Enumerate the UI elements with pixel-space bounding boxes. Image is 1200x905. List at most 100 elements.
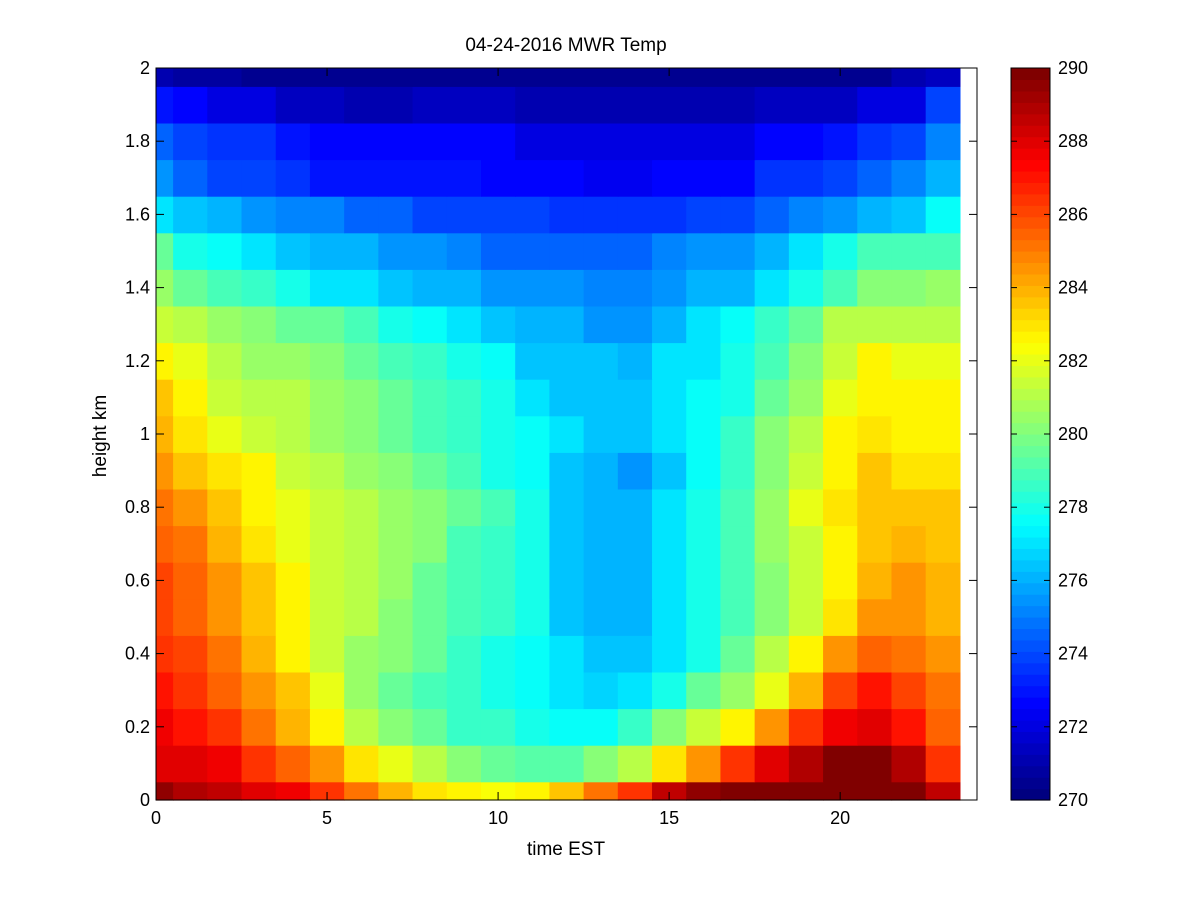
heatmap-cell [446,415,482,453]
heatmap-cell [173,452,208,490]
heatmap-cell [173,598,208,636]
heatmap-cell [309,305,345,344]
colorbar-tick-label: 276 [1058,570,1088,590]
heatmap-cell [686,525,722,563]
heatmap-cell [925,452,961,490]
heatmap-cell [617,86,653,124]
chart-title: 04-24-2016 MWR Temp [465,35,666,56]
heatmap-cell [754,342,790,380]
heatmap-cell [480,232,516,270]
heatmap-cell [344,305,379,344]
heatmap-cell [207,745,243,783]
colorbar-tick-label: 280 [1058,424,1088,444]
colorbar-segment [1011,182,1050,195]
heatmap-cell [823,379,858,417]
heatmap-cell [344,269,379,307]
heatmap-cell [156,708,174,746]
heatmap-cell [857,452,893,490]
heatmap-cell [207,159,243,197]
heatmap-cell [686,745,722,783]
colorbar-segment [1011,559,1050,572]
heatmap-cell [275,342,311,380]
heatmap-cell [412,635,448,673]
heatmap-cell [891,488,927,527]
heatmap-cell [583,488,619,527]
heatmap-cell [720,525,756,563]
heatmap-cell [378,232,414,270]
heatmap-cell [412,781,448,801]
heatmap-cell [378,305,414,344]
heatmap-cell [617,745,653,783]
heatmap-cell [480,342,516,380]
heatmap-cell [857,708,893,746]
heatmap-cell [412,488,448,527]
colorbar-segment [1011,685,1050,698]
colorbar-segment [1011,216,1050,229]
heatmap-cell [754,708,790,746]
colorbar-tick-label: 278 [1058,497,1088,517]
heatmap-cell [275,562,311,600]
heatmap-cell [156,598,174,636]
heatmap-cell [720,86,756,124]
heatmap-cell [446,488,482,527]
heatmap-cell [549,488,585,527]
heatmap-cell [617,635,653,673]
colorbar: 270 272 274 276 278 280 282 284 286 288 290 [1010,58,1088,810]
heatmap-cell [480,415,516,453]
heatmap-cell [857,196,893,234]
heatmap-cell [686,452,722,490]
heatmap-cell [241,379,277,417]
heatmap-cell [156,745,174,783]
heatmap-cell [412,452,448,490]
heatmap-cell [207,379,243,417]
y-tick-label: 2 [140,58,150,78]
y-tick-label: 0.4 [125,644,150,664]
heatmap-cell [617,159,653,197]
heatmap-cell [720,379,756,417]
heatmap-cell [686,196,722,234]
heatmap-cell [207,342,243,380]
heatmap-cell [344,781,379,801]
heatmap-cell [652,269,687,307]
heatmap-cell [583,562,619,600]
heatmap-cell [891,122,927,161]
colorbar-segment [1011,754,1050,767]
colorbar-segment [1011,228,1050,241]
heatmap-cell [823,671,858,710]
heatmap-cell [378,415,414,453]
heatmap-cell [823,68,858,87]
heatmap-cell [173,415,208,453]
heatmap-cell [480,708,516,746]
heatmap-cell [446,635,482,673]
heatmap-cell [583,415,619,453]
heatmap-cell [207,196,243,234]
heatmap-cell [583,379,619,417]
heatmap-cell [720,269,756,307]
heatmap-cell [891,781,927,801]
heatmap-cell [241,122,277,161]
heatmap-cell [515,86,550,124]
heatmap-cell [549,598,585,636]
heatmap-cell [754,525,790,563]
heatmap-cell [857,122,893,161]
y-tick-label: 1.6 [125,204,150,224]
heatmap-cell [241,68,277,87]
heatmap-cell [207,562,243,600]
heatmap-cell [241,781,277,801]
heatmap-cell [241,745,277,783]
heatmap-cell [515,598,550,636]
heatmap-cell [156,68,174,87]
heatmap-cell [549,562,585,600]
heatmap-cell [344,415,379,453]
heatmap-cell [891,305,927,344]
heatmap-cell [823,342,858,380]
heatmap-cell [754,122,790,161]
heatmap-cell [412,745,448,783]
heatmap-cell [686,86,722,124]
heatmap-cell [720,305,756,344]
heatmap-cell [378,562,414,600]
heatmap-cell [309,598,345,636]
heatmap-cell [823,562,858,600]
heatmap-cell [788,415,824,453]
heatmap-cell [480,562,516,600]
